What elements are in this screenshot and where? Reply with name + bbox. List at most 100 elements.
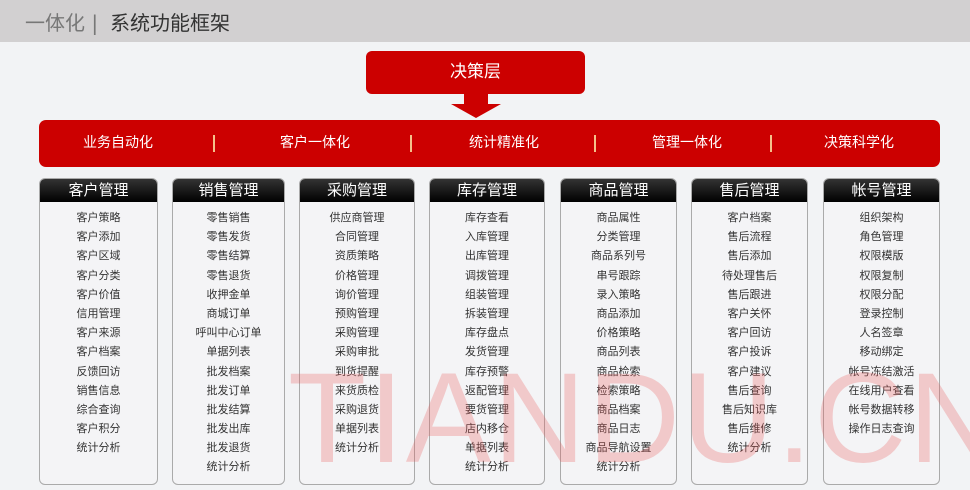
module-item: 统计分析 bbox=[465, 460, 509, 474]
decision-layer-box: 决策层 bbox=[366, 51, 585, 94]
module-item: 客户添加 bbox=[76, 230, 121, 244]
module-item: 客户积分 bbox=[76, 422, 121, 436]
module-item: 客户建议 bbox=[727, 364, 772, 378]
module-item: 商品档案 bbox=[596, 402, 641, 416]
module-item: 统计分析 bbox=[727, 441, 772, 455]
module-item: 店内移仓 bbox=[465, 422, 509, 436]
module-item: 采购退货 bbox=[335, 402, 379, 416]
module-item: 售后添加 bbox=[727, 249, 772, 263]
module-item: 统计分析 bbox=[596, 460, 641, 474]
module-item: 客户回访 bbox=[727, 326, 772, 340]
module-title: 商品管理 bbox=[561, 179, 676, 202]
feature-item: 管理一体化 bbox=[652, 135, 722, 151]
module-item: 来货质检 bbox=[335, 383, 379, 397]
module-item: 权限分配 bbox=[859, 287, 904, 301]
module-item: 收押金单 bbox=[206, 287, 251, 301]
module-column: 商品管理 商品属性 分类管理 商品系列号 串号跟踪 录入策略 商品添加 价格策略 商品列表 商品检… bbox=[560, 178, 677, 485]
module-item: 返配管理 bbox=[465, 383, 509, 397]
module-item: 商品检索 bbox=[596, 364, 641, 378]
module-item-list: 库存查看 入库管理 出库管理 调拨管理 组装管理 拆装管理 库存盘点 发货管理 库存预警 返配管理… bbox=[430, 202, 544, 477]
module-item: 要货管理 bbox=[465, 402, 509, 416]
module-item: 商品添加 bbox=[596, 306, 641, 320]
module-item: 零售销售 bbox=[206, 211, 251, 224]
module-item: 资质策略 bbox=[335, 249, 379, 263]
module-column: 采购管理 供应商管理 合同管理 资质策略 价格管理 询价管理 预购管理 采购管理 采购审批 到货提… bbox=[299, 178, 415, 485]
module-item: 售后知识库 bbox=[722, 402, 777, 416]
module-item: 操作日志查询 bbox=[848, 422, 915, 436]
module-item: 批发出库 bbox=[206, 422, 251, 436]
module-item: 商城订单 bbox=[206, 306, 251, 320]
module-item: 零售结算 bbox=[206, 249, 251, 263]
module-item: 组织架构 bbox=[859, 211, 904, 224]
module-item: 组装管理 bbox=[465, 287, 509, 301]
module-item: 商品导航设置 bbox=[585, 441, 652, 455]
module-item: 串号跟踪 bbox=[596, 268, 641, 282]
module-item-list: 客户策略 客户添加 客户区域 客户分类 客户价值 信用管理 客户来源 客户档案 反馈回访 销售信息… bbox=[40, 202, 157, 457]
module-item-list: 供应商管理 合同管理 资质策略 价格管理 询价管理 预购管理 采购管理 采购审批 到货提醒 来货质… bbox=[300, 202, 414, 457]
feature-item: 决策科学化 bbox=[824, 135, 894, 151]
module-item: 角色管理 bbox=[859, 230, 904, 244]
module-item: 零售发货 bbox=[206, 230, 251, 244]
module-item: 到货提醒 bbox=[335, 364, 379, 378]
module-item: 检索策略 bbox=[596, 383, 641, 397]
module-item-list: 零售销售 零售发货 零售结算 零售退货 收押金单 商城订单 呼叫中心订单 单据列表 批发档案 批发… bbox=[173, 202, 284, 477]
feature-band: 业务自动化 客户一体化 统计精准化 管理一体化 决策科学化 bbox=[39, 120, 940, 167]
module-item: 批发结算 bbox=[206, 402, 251, 416]
module-item: 客户价值 bbox=[76, 287, 121, 301]
divider bbox=[213, 135, 215, 152]
module-item: 客户档案 bbox=[727, 211, 772, 224]
module-item: 采购管理 bbox=[335, 326, 379, 340]
module-item: 库存盘点 bbox=[465, 326, 509, 340]
module-item: 客户分类 bbox=[76, 268, 121, 282]
module-item: 录入策略 bbox=[596, 287, 641, 301]
module-title: 采购管理 bbox=[300, 179, 414, 202]
module-item: 商品列表 bbox=[596, 345, 641, 359]
module-item: 统计分析 bbox=[206, 460, 251, 474]
module-column: 客户管理 客户策略 客户添加 客户区域 客户分类 客户价值 信用管理 客户来源 客户档案 反馈回访… bbox=[39, 178, 158, 485]
module-item: 综合查询 bbox=[76, 402, 121, 416]
module-item: 拆装管理 bbox=[465, 306, 509, 320]
module-item: 待处理售后 bbox=[722, 268, 777, 282]
module-item: 销售信息 bbox=[76, 383, 121, 397]
module-item: 权限模版 bbox=[859, 249, 904, 263]
module-item: 出库管理 bbox=[465, 249, 509, 263]
module-item: 客户策略 bbox=[76, 211, 121, 224]
down-arrow-icon bbox=[451, 94, 501, 118]
module-title: 客户管理 bbox=[40, 179, 157, 202]
module-item: 库存查看 bbox=[465, 211, 509, 224]
module-item: 批发订单 bbox=[206, 383, 251, 397]
module-item: 合同管理 bbox=[335, 230, 379, 244]
module-item: 价格策略 bbox=[596, 326, 641, 340]
module-title: 库存管理 bbox=[430, 179, 544, 202]
module-item: 询价管理 bbox=[335, 287, 379, 301]
module-item: 零售退货 bbox=[206, 268, 251, 282]
module-item: 人名签章 bbox=[859, 326, 904, 340]
module-item: 供应商管理 bbox=[329, 211, 385, 224]
title-bar: 一体化 | 系统功能框架 bbox=[0, 0, 970, 42]
module-item: 帐号数据转移 bbox=[848, 402, 915, 416]
module-item: 售后查询 bbox=[727, 383, 772, 397]
module-title: 帐号管理 bbox=[824, 179, 939, 202]
module-item: 分类管理 bbox=[596, 230, 641, 244]
module-item: 呼叫中心订单 bbox=[195, 326, 262, 340]
feature-item: 客户一体化 bbox=[280, 135, 350, 151]
module-item: 客户来源 bbox=[76, 326, 121, 340]
feature-item: 统计精准化 bbox=[469, 135, 539, 151]
module-item: 统计分析 bbox=[335, 441, 379, 455]
module-item: 信用管理 bbox=[76, 306, 121, 320]
module-item: 预购管理 bbox=[335, 306, 379, 320]
module-column: 帐号管理 组织架构 角色管理 权限模版 权限复制 权限分配 登录控制 人名签章 移动绑定 帐号冻结… bbox=[823, 178, 940, 485]
module-item: 移动绑定 bbox=[859, 345, 904, 359]
module-item-list: 客户档案 售后流程 售后添加 待处理售后 售后跟进 客户关怀 客户回访 客户投诉 客户建议 售后查… bbox=[692, 202, 807, 457]
module-item: 单据列表 bbox=[465, 441, 509, 455]
module-item: 登录控制 bbox=[859, 306, 904, 320]
module-item: 单据列表 bbox=[206, 345, 251, 359]
module-item: 入库管理 bbox=[465, 230, 509, 244]
divider bbox=[410, 135, 412, 152]
module-item: 客户投诉 bbox=[727, 345, 772, 359]
module-item: 售后维修 bbox=[727, 422, 772, 436]
divider bbox=[594, 135, 596, 152]
module-title: 售后管理 bbox=[692, 179, 807, 202]
module-item: 商品系列号 bbox=[591, 249, 646, 263]
title-prefix: 一体化 | bbox=[25, 11, 99, 35]
